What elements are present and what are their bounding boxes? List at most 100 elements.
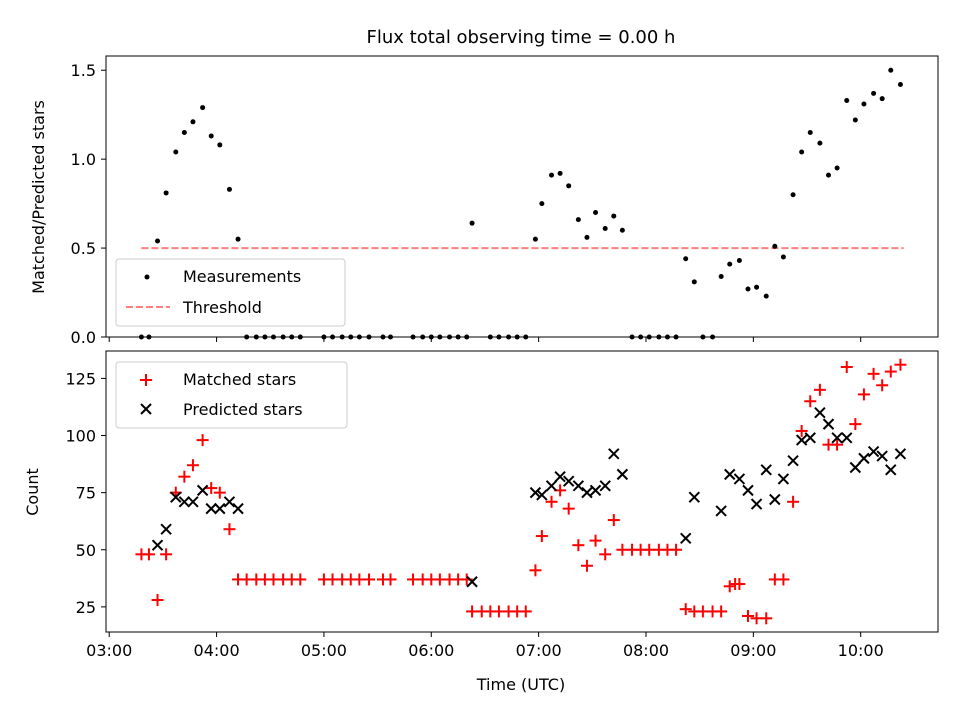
matched-point: [679, 603, 692, 616]
predicted-point: [733, 473, 746, 485]
measurement-point: [871, 90, 877, 96]
predicted-point: [187, 496, 199, 508]
measurement-point: [772, 243, 778, 249]
measurement-point: [496, 334, 502, 340]
matched-point: [519, 605, 532, 618]
x-tick-label: 10:00: [838, 641, 884, 660]
predicted-point: [223, 496, 236, 508]
matched-point: [857, 388, 870, 401]
measurement-point: [330, 334, 336, 340]
measurement-point: [447, 334, 453, 340]
measurement-point: [289, 334, 295, 340]
measurement-point: [226, 186, 232, 192]
matched-point: [160, 548, 173, 561]
bottom-y-tick-label: 75: [76, 484, 96, 503]
bottom-y-tick-label: 25: [76, 598, 96, 617]
top-legend-box: [115, 258, 346, 327]
matched-point: [795, 424, 808, 437]
top-y-tick-label: 0.0: [71, 328, 96, 347]
predicted-point: [849, 461, 862, 474]
measurement-point: [888, 67, 894, 73]
measurement-point: [253, 334, 259, 340]
matched-point: [831, 438, 844, 451]
predicted-point: [769, 493, 781, 506]
top-legend: Measurements Threshold: [115, 258, 346, 327]
measurement-point: [280, 334, 286, 340]
measurement-point: [897, 81, 903, 87]
measurement-point: [270, 334, 276, 340]
matched-point: [384, 573, 397, 586]
predicted-point: [178, 496, 191, 508]
measurement-point: [745, 286, 751, 292]
measurement-point: [297, 334, 303, 340]
top-y-ticks: 0.0 0.5 1.0 1.5: [71, 61, 106, 347]
matched-point: [294, 573, 307, 586]
predicted-point: [214, 502, 226, 515]
measurement-point: [790, 192, 796, 198]
predicted-legend-marker: [140, 403, 152, 415]
measurement-point: [807, 129, 813, 135]
measurement-point: [455, 334, 461, 340]
bottom-y-tick-label: 50: [76, 541, 96, 560]
measurement-point: [146, 334, 152, 340]
measurement-point: [437, 334, 443, 340]
matched-point: [580, 559, 593, 572]
bottom-y-tick-label: 125: [65, 369, 96, 388]
predicted-point: [466, 576, 478, 588]
predicted-point: [777, 473, 790, 485]
matched-point: [741, 610, 754, 623]
measurement-point: [514, 334, 520, 340]
measurement-point: [656, 334, 662, 340]
matched-point: [529, 564, 542, 577]
top-x-ticks: [108, 337, 862, 342]
bottom-legend-box: [115, 361, 348, 429]
measurement-point: [387, 334, 393, 340]
matched-point: [804, 395, 817, 408]
legend-threshold: Threshold: [182, 298, 262, 317]
measurement-point: [506, 334, 512, 340]
matched-legend-marker: [140, 374, 152, 386]
predicted-point: [750, 498, 763, 510]
measurement-point: [844, 97, 850, 103]
chart-title: Flux total observing time = 0.00 h: [367, 27, 676, 48]
measurement-point: [683, 256, 689, 262]
measurement-point: [420, 334, 426, 340]
measurement-point: [834, 165, 840, 171]
top-panel-frame: [105, 55, 939, 338]
predicted-point: [599, 480, 611, 492]
bottom-panel: 25 50 75 100 125 03:00 04:00 05:00 06:00 07:00 08…: [23, 350, 939, 694]
measurement-point: [584, 234, 590, 240]
predicted-point: [867, 445, 880, 458]
bottom-y-axis-label: Count: [23, 468, 42, 516]
matched-point: [213, 486, 226, 499]
x-tick-label: 04:00: [194, 641, 240, 660]
matched-point: [840, 360, 853, 373]
measurement-points: [138, 67, 903, 340]
matched-point: [715, 605, 728, 618]
predicted-point: [804, 432, 816, 444]
matched-point: [545, 495, 558, 508]
predicted-points: [151, 406, 907, 588]
measurement-point: [235, 236, 241, 242]
legend-predicted: Predicted stars: [183, 400, 303, 419]
matched-point: [607, 514, 620, 527]
measurement-point: [611, 213, 617, 219]
x-tick-label: 08:00: [623, 641, 669, 660]
matched-point: [876, 379, 889, 392]
matched-point: [849, 418, 862, 431]
measurement-point: [763, 293, 769, 299]
measurement-point: [619, 227, 625, 233]
predicted-point: [876, 450, 888, 462]
matched-point: [894, 358, 907, 371]
measurement-point: [532, 236, 538, 242]
measurement-point: [356, 334, 362, 340]
measurement-point: [754, 284, 760, 290]
measurement-point: [718, 274, 724, 280]
predicted-point: [170, 491, 182, 503]
measurement-point: [380, 334, 386, 340]
x-tick-label: 05:00: [301, 641, 347, 660]
measurement-point: [138, 334, 144, 340]
matched-point: [562, 502, 575, 515]
predicted-point: [562, 475, 575, 487]
predicted-point: [616, 468, 629, 481]
